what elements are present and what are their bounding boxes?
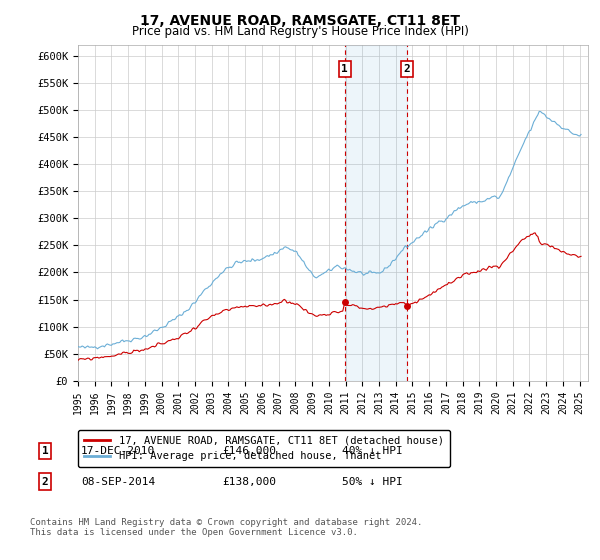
Text: 08-SEP-2014: 08-SEP-2014	[81, 477, 155, 487]
Text: 1: 1	[41, 446, 49, 456]
Text: Price paid vs. HM Land Registry's House Price Index (HPI): Price paid vs. HM Land Registry's House …	[131, 25, 469, 38]
Bar	[345, 45, 407, 381]
Text: 2: 2	[404, 64, 410, 74]
Text: £138,000: £138,000	[222, 477, 276, 487]
Point	[340, 297, 350, 306]
Text: Contains HM Land Registry data © Crown copyright and database right 2024.
This d: Contains HM Land Registry data © Crown c…	[30, 518, 422, 538]
Text: 50% ↓ HPI: 50% ↓ HPI	[342, 477, 403, 487]
Text: 17-DEC-2010: 17-DEC-2010	[81, 446, 155, 456]
Text: 2: 2	[41, 477, 49, 487]
Text: £146,000: £146,000	[222, 446, 276, 456]
Legend: 17, AVENUE ROAD, RAMSGATE, CT11 8ET (detached house), HPI: Average price, detach: 17, AVENUE ROAD, RAMSGATE, CT11 8ET (det…	[78, 430, 450, 468]
Text: 40% ↓ HPI: 40% ↓ HPI	[342, 446, 403, 456]
Point	[403, 301, 412, 310]
Text: 17, AVENUE ROAD, RAMSGATE, CT11 8ET: 17, AVENUE ROAD, RAMSGATE, CT11 8ET	[140, 14, 460, 28]
Text: 1: 1	[341, 64, 348, 74]
